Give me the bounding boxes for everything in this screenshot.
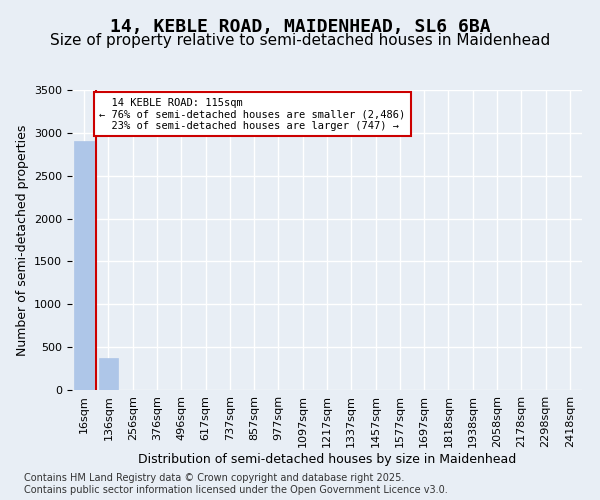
Bar <box>99 358 118 390</box>
Text: Contains HM Land Registry data © Crown copyright and database right 2025.
Contai: Contains HM Land Registry data © Crown c… <box>24 474 448 495</box>
Text: 14, KEBLE ROAD, MAIDENHEAD, SL6 6BA: 14, KEBLE ROAD, MAIDENHEAD, SL6 6BA <box>110 18 490 36</box>
Bar <box>74 142 94 390</box>
Text: 14 KEBLE ROAD: 115sqm
← 76% of semi-detached houses are smaller (2,486)
  23% of: 14 KEBLE ROAD: 115sqm ← 76% of semi-deta… <box>99 98 406 130</box>
Text: Size of property relative to semi-detached houses in Maidenhead: Size of property relative to semi-detach… <box>50 32 550 48</box>
Y-axis label: Number of semi-detached properties: Number of semi-detached properties <box>16 124 29 356</box>
X-axis label: Distribution of semi-detached houses by size in Maidenhead: Distribution of semi-detached houses by … <box>138 452 516 466</box>
